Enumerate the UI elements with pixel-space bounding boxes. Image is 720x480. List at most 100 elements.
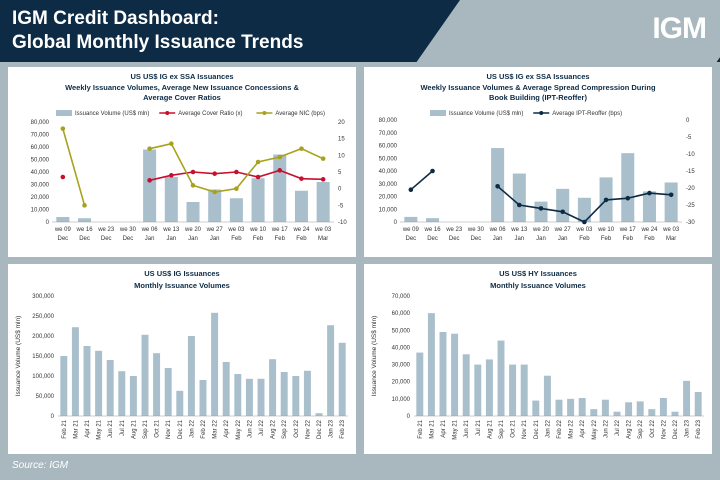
x-tick-label: Mar 22 bbox=[213, 419, 219, 438]
x-tick-label: Nov 21 bbox=[166, 419, 172, 439]
bar bbox=[578, 398, 586, 416]
x-tick-label: May 21 bbox=[97, 419, 103, 439]
series-point bbox=[190, 169, 196, 175]
series-line bbox=[410, 170, 434, 191]
y-tick-label: 70,000 bbox=[379, 131, 398, 137]
bar bbox=[186, 202, 200, 222]
x-tick-label: Jan bbox=[188, 236, 198, 242]
x-tick-label: we 23 bbox=[97, 227, 115, 233]
x-tick-label: we 03 bbox=[662, 227, 680, 233]
x-tick-label: Jan bbox=[514, 236, 524, 242]
legend-swatch-marker bbox=[262, 111, 267, 115]
series-point bbox=[538, 206, 544, 211]
x-tick-label: we 03 bbox=[227, 227, 245, 233]
x-tick-label: we 16 bbox=[76, 227, 94, 233]
y2-tick-label: 0 bbox=[686, 118, 690, 124]
chart-panel-ig-weekly-cover: US US$ IG ex SSA Issuances Weekly Issuanc… bbox=[8, 67, 356, 257]
x-tick-label: we 06 bbox=[489, 227, 507, 233]
y-tick-label: 40,000 bbox=[379, 169, 398, 175]
bar bbox=[292, 376, 300, 416]
x-tick-label: we 27 bbox=[206, 227, 224, 233]
bar bbox=[543, 375, 551, 416]
x-tick-label: we 17 bbox=[619, 227, 637, 233]
y-tick-label: 40,000 bbox=[392, 345, 411, 351]
x-tick-label: Dec bbox=[427, 236, 438, 242]
chart-subtitle: Book Building (IPT-Reoffer) bbox=[489, 93, 587, 102]
bar bbox=[338, 342, 346, 416]
bar bbox=[280, 372, 288, 416]
x-tick-label: we 13 bbox=[162, 227, 180, 233]
series-point bbox=[60, 126, 66, 131]
x-tick-label: Dec 22 bbox=[317, 419, 323, 439]
y-tick-label: 30,000 bbox=[392, 363, 411, 369]
x-tick-label: we 09 bbox=[54, 227, 72, 233]
x-tick-label: Feb bbox=[623, 236, 634, 242]
bar bbox=[234, 374, 242, 416]
x-tick-label: Jan 22 bbox=[189, 419, 195, 438]
series-point bbox=[212, 189, 217, 195]
bar bbox=[439, 332, 447, 416]
x-tick-label: we 20 bbox=[532, 227, 550, 233]
chart-subtitle: Monthly Issuance Volumes bbox=[490, 281, 586, 290]
chart-subtitle: Average Cover Ratios bbox=[143, 93, 221, 102]
bar bbox=[222, 362, 230, 416]
x-tick-label: Jun 22 bbox=[603, 419, 609, 438]
bar bbox=[601, 399, 609, 416]
x-tick-label: Jun 22 bbox=[247, 419, 253, 438]
chart-panel-ig-monthly: US US$ IG Issuances Monthly Issuance Volu… bbox=[8, 264, 356, 454]
x-tick-label: Jan 23 bbox=[329, 419, 335, 438]
y-tick-label: 60,000 bbox=[392, 311, 411, 317]
x-tick-label: Dec bbox=[123, 236, 134, 242]
y-tick-label: 70,000 bbox=[31, 133, 50, 139]
x-tick-label: May 22 bbox=[592, 419, 598, 439]
y-tick-label: 50,000 bbox=[379, 156, 398, 162]
x-tick-label: we 13 bbox=[510, 227, 528, 233]
x-tick-label: we 06 bbox=[141, 227, 159, 233]
bar bbox=[327, 325, 335, 416]
y2-tick-label: 20 bbox=[338, 120, 345, 126]
x-tick-label: Jun 21 bbox=[108, 419, 114, 438]
x-tick-label: Jul 22 bbox=[615, 419, 621, 436]
x-tick-label: Dec bbox=[58, 236, 69, 242]
series-point bbox=[408, 187, 414, 192]
series-point bbox=[234, 169, 239, 175]
bar bbox=[208, 189, 222, 222]
x-tick-label: Jul 22 bbox=[259, 419, 265, 436]
legend-entry: Average IPT-Reoffer (bps) bbox=[552, 111, 622, 117]
y-tick-label: 30,000 bbox=[31, 183, 50, 189]
x-tick-label: Sep 22 bbox=[638, 419, 644, 439]
chart-title: US US$ IG ex SSA Issuances bbox=[486, 72, 589, 81]
y2-tick-label: -5 bbox=[338, 203, 344, 209]
series-point bbox=[495, 184, 500, 189]
x-tick-label: Sep 21 bbox=[143, 419, 149, 439]
y2-tick-label: -15 bbox=[686, 169, 695, 175]
series-point bbox=[212, 171, 217, 176]
x-tick-label: Feb bbox=[296, 236, 307, 242]
x-tick-label: Apr 21 bbox=[85, 419, 91, 437]
y-tick-label: 100,000 bbox=[32, 374, 54, 380]
chart-svg-3: US US$ HY Issuances Monthly Issuance Volu… bbox=[371, 269, 704, 440]
x-tick-label: Nov 21 bbox=[522, 419, 528, 439]
chart-svg-1: US US$ IG ex SSA Issuances Weekly Issuanc… bbox=[379, 72, 696, 242]
y-tick-label: 20,000 bbox=[31, 195, 50, 201]
bar bbox=[71, 327, 79, 416]
x-tick-label: Aug 22 bbox=[627, 419, 633, 439]
x-tick-label: Sep 21 bbox=[499, 419, 505, 439]
bar bbox=[416, 352, 424, 416]
bar bbox=[648, 409, 656, 416]
y2-tick-label: 0 bbox=[338, 187, 342, 193]
chart-subtitle: Weekly Issuance Volumes, Average New Iss… bbox=[65, 83, 299, 92]
bar bbox=[555, 399, 563, 416]
x-tick-label: Apr 22 bbox=[224, 419, 230, 437]
y-tick-label: 0 bbox=[46, 220, 50, 226]
chart-panel-hy-monthly: US US$ HY Issuances Monthly Issuance Volu… bbox=[364, 264, 712, 454]
series-point bbox=[668, 192, 674, 198]
series-point bbox=[190, 183, 196, 188]
y-tick-label: 20,000 bbox=[379, 195, 398, 201]
bar bbox=[567, 398, 575, 416]
legend-swatch-marker bbox=[539, 111, 544, 115]
y2-tick-label: 15 bbox=[338, 137, 345, 143]
x-tick-label: Feb 22 bbox=[201, 419, 207, 438]
x-tick-label: Nov 22 bbox=[661, 419, 667, 439]
x-tick-label: May 21 bbox=[453, 419, 459, 439]
